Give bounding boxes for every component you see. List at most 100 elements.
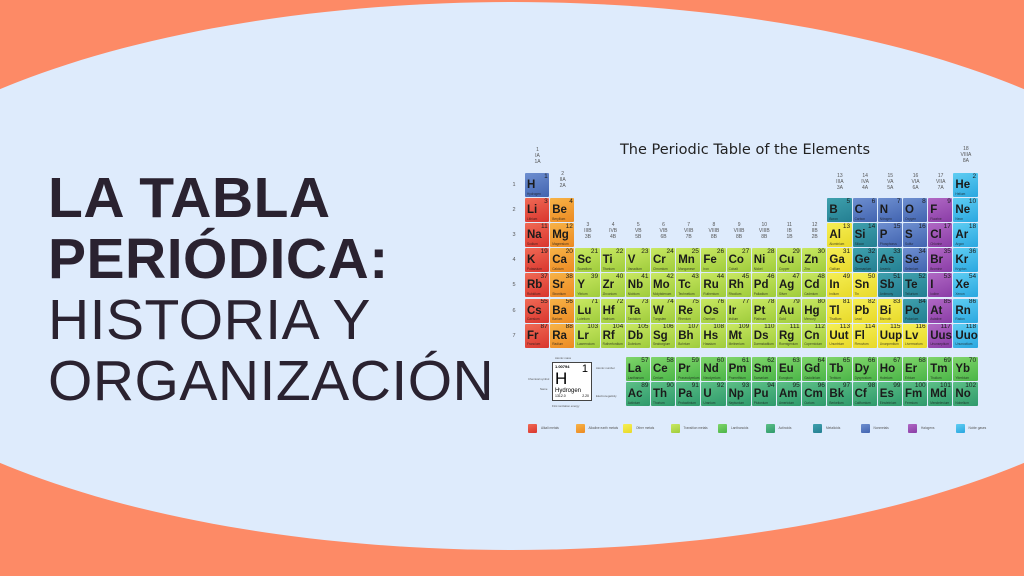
element-cell-np: 93 Np Neptunium <box>726 382 751 407</box>
element-cell-cn: 112 Cn Copernicium <box>802 323 827 348</box>
element-name: Flerovium <box>854 342 869 347</box>
group-label-line: IVA <box>861 179 869 185</box>
atomic-number: 113 <box>839 323 851 331</box>
group-label-line: 8B <box>736 234 743 240</box>
element-cell-bk: 97 Bk Berkelium <box>827 382 852 407</box>
element-name: Roentgenium <box>779 342 798 347</box>
element-symbol: Cu <box>779 254 795 267</box>
atomic-number: 77 <box>742 298 750 305</box>
atomic-number: 84 <box>918 298 926 305</box>
element-name: Uranium <box>703 400 716 405</box>
atomic-number: 11 <box>540 223 548 230</box>
element-name: Manganese <box>678 266 695 271</box>
element-name: Livermorium <box>905 342 923 347</box>
atomic-number: 100 <box>914 382 926 389</box>
legend-swatch <box>575 424 585 433</box>
element-name: Bohrium <box>678 342 691 347</box>
atomic-number: 5 <box>846 198 851 205</box>
legend-swatch <box>765 424 775 433</box>
element-cell-gd: 64 Gd Gadolinium <box>802 357 827 381</box>
element-name: Bromine <box>930 266 943 271</box>
group-label: 1 IA 1A <box>525 147 550 165</box>
atomic-number: 62 <box>767 357 775 364</box>
element-name: Antimony <box>879 291 894 296</box>
element-name: Tellurium <box>905 291 918 296</box>
element-symbol: V <box>627 254 636 267</box>
key-label-symbol: Chemical symbol <box>528 377 550 381</box>
element-cell-b: 5 B Boron <box>827 198 852 223</box>
element-name: Seaborgium <box>653 342 671 347</box>
atomic-number: 82 <box>868 298 876 305</box>
element-name: Berkelium <box>829 400 844 405</box>
element-name: Selenium <box>905 266 919 271</box>
element-symbol: Rh <box>728 279 744 292</box>
element-name: Molybdenum <box>653 291 672 296</box>
element-symbol: Kr <box>955 254 969 267</box>
atomic-number: 72 <box>616 298 624 305</box>
group-label-line: 1B <box>786 234 793 240</box>
group-label-line: 2 <box>561 171 565 177</box>
group-label: 17 VIIA 7A <box>928 173 953 191</box>
atomic-number: 81 <box>842 298 851 305</box>
group-label-line: VIIB <box>683 228 694 234</box>
element-cell-db: 105 Db Dubnium <box>625 323 650 348</box>
element-cell-ga: 31 Ga Gallium <box>827 248 852 273</box>
atomic-number: 10 <box>968 198 977 205</box>
element-symbol: Ne <box>955 204 971 217</box>
element-name: Rubidium <box>527 291 541 296</box>
element-cell-au: 79 Au Gold <box>777 298 802 323</box>
element-name: Radium <box>552 342 564 347</box>
element-name: Hassium <box>703 342 716 347</box>
period-label: 5 <box>512 282 516 289</box>
atomic-number: 104 <box>612 323 624 331</box>
element-symbol: Md <box>930 388 947 401</box>
element-symbol: Uup <box>879 329 902 342</box>
element-name: Meitnerium <box>728 342 745 347</box>
element-name: Gallium <box>829 266 841 271</box>
element-symbol: Fe <box>703 254 717 267</box>
element-cell-li: 3 Li Lithium <box>525 198 550 223</box>
element-name: Ununpentium <box>879 342 899 347</box>
element-symbol: Ho <box>879 363 896 375</box>
atomic-number: 7 <box>896 198 901 205</box>
element-cell-lu: 71 Lu Lutetium <box>575 298 600 323</box>
element-cell-zn: 30 Zn Zinc <box>802 248 827 273</box>
group-label-line: 6B <box>660 234 667 240</box>
atomic-number: 54 <box>968 273 977 280</box>
group-label-line: 14 <box>862 173 868 179</box>
element-cell-s: 16 S Sulfur <box>903 223 928 248</box>
element-cell-in: 49 In Indium <box>827 273 852 298</box>
legend-swatch <box>860 424 870 433</box>
group-label-line: VA <box>887 179 894 185</box>
atomic-number: 87 <box>540 323 548 331</box>
element-cell-re: 75 Re Rhenium <box>676 298 701 323</box>
atomic-number: 103 <box>587 323 599 331</box>
element-symbol: Ti <box>602 254 613 267</box>
atomic-number: 78 <box>767 298 775 305</box>
element-name: Helium <box>955 191 966 196</box>
group-label-line: VIIIB <box>758 228 770 234</box>
element-key: 1.00794 1 H Hydrogen 1312.0 2.20 <box>552 362 592 401</box>
element-symbol: Nb <box>627 279 644 292</box>
element-name: Fluorine <box>930 216 942 221</box>
atomic-number: 35 <box>943 248 951 255</box>
element-cell-lr: 103 Lr Lawrencium <box>575 323 600 348</box>
element-cell-la: 57 La Lanthanum <box>625 357 650 381</box>
atomic-number: 92 <box>716 382 725 389</box>
element-name: Praseodymium <box>678 375 700 380</box>
element-cell-h: 1 H Hydrogen <box>525 173 550 197</box>
element-name: Cadmium <box>804 291 818 296</box>
group-label-line: 3 <box>586 222 590 228</box>
element-symbol: Ga <box>829 254 845 267</box>
element-name: Ununtrium <box>829 342 845 347</box>
element-symbol: Np <box>728 388 744 401</box>
atomic-number: 15 <box>893 223 901 230</box>
element-name: Scandium <box>577 266 592 271</box>
key-label-electronegativity: Electronegativity <box>596 394 617 398</box>
atomic-number: 16 <box>918 223 926 230</box>
atomic-number: 94 <box>767 382 775 389</box>
group-label-line: 12 <box>811 222 818 228</box>
element-cell-sg: 106 Sg Seaborgium <box>651 323 676 348</box>
element-cell-sm: 62 Sm Samarium <box>751 357 776 381</box>
element-symbol: K <box>527 254 536 267</box>
